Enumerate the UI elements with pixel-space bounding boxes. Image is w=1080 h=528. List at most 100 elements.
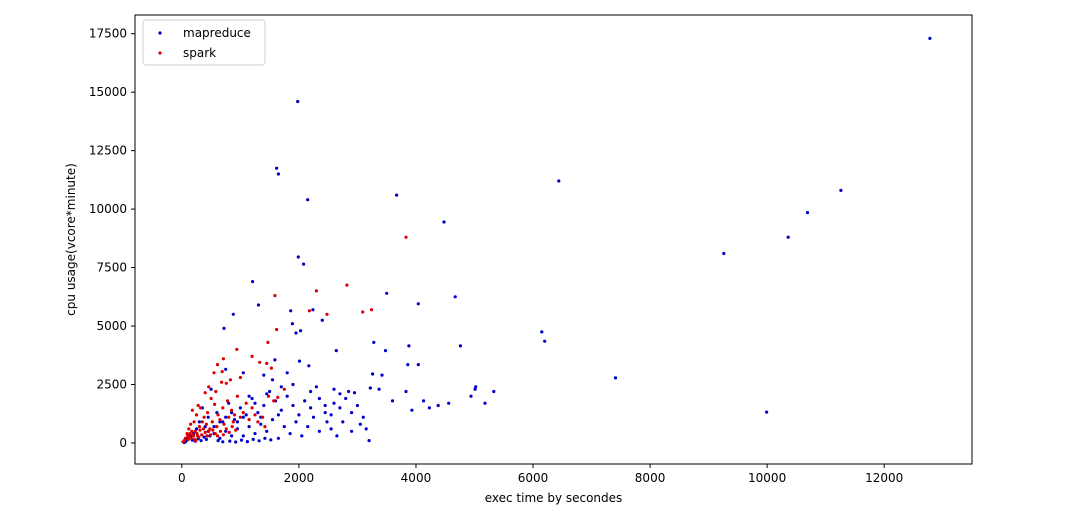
x-tick-label: 12000 xyxy=(865,471,903,485)
point-mapreduce-30 xyxy=(458,344,462,348)
point-mapreduce-119 xyxy=(230,434,234,438)
point-mapreduce-2 xyxy=(275,166,279,170)
point-mapreduce-20 xyxy=(231,312,235,316)
point-spark-45 xyxy=(190,408,194,412)
y-tick-label: 15000 xyxy=(89,85,127,99)
point-mapreduce-34 xyxy=(334,349,338,353)
point-mapreduce-101 xyxy=(335,434,339,438)
point-mapreduce-23 xyxy=(290,322,294,326)
point-mapreduce-22 xyxy=(320,318,324,322)
point-mapreduce-15 xyxy=(385,291,389,295)
point-spark-24 xyxy=(214,389,218,394)
point-mapreduce-0 xyxy=(928,36,932,41)
point-mapreduce-150 xyxy=(230,411,234,415)
point-spark-43 xyxy=(194,413,199,417)
point-spark-93 xyxy=(191,433,195,437)
point-mapreduce-1 xyxy=(296,99,300,104)
point-spark-88 xyxy=(230,425,234,429)
point-spark-14 xyxy=(215,363,220,367)
point-spark-30 xyxy=(250,406,254,410)
point-spark-64 xyxy=(241,411,245,415)
point-mapreduce-40 xyxy=(241,371,245,375)
point-mapreduce-115 xyxy=(253,432,257,436)
point-mapreduce-85 xyxy=(203,425,207,429)
point-mapreduce-11 xyxy=(722,251,726,256)
y-axis-label: cpu usage(vcore*minute) xyxy=(64,163,78,316)
point-spark-75 xyxy=(200,433,204,437)
point-mapreduce-58 xyxy=(410,408,414,412)
y-tick-label: 17500 xyxy=(89,27,127,41)
x-axis: 0 2000 4000 6000 8000 10000 12000 xyxy=(178,464,903,485)
point-spark-84 xyxy=(218,429,223,433)
point-mapreduce-18 xyxy=(256,303,261,307)
point-spark-29 xyxy=(266,394,271,398)
point-mapreduce-164 xyxy=(269,438,273,442)
point-mapreduce-97 xyxy=(364,427,368,431)
point-mapreduce-100 xyxy=(341,420,345,424)
point-mapreduce-65 xyxy=(314,385,318,389)
point-spark-33 xyxy=(230,408,234,412)
point-mapreduce-12 xyxy=(296,255,300,259)
point-spark-8 xyxy=(275,327,279,332)
point-spark-12 xyxy=(235,347,239,351)
point-mapreduce-108 xyxy=(294,420,298,424)
point-spark-80 xyxy=(208,433,213,437)
point-mapreduce-155 xyxy=(216,439,220,443)
point-spark-32 xyxy=(235,394,239,398)
point-mapreduce-29 xyxy=(372,340,376,344)
point-spark-16 xyxy=(220,370,224,374)
point-mapreduce-8 xyxy=(805,211,810,215)
point-spark-15 xyxy=(212,371,216,375)
point-spark-89 xyxy=(234,428,238,432)
point-spark-57 xyxy=(215,425,219,429)
point-spark-63 xyxy=(238,415,242,419)
point-mapreduce-71 xyxy=(279,408,283,412)
point-mapreduce-64 xyxy=(323,403,327,408)
point-mapreduce-50 xyxy=(371,372,375,376)
point-mapreduce-99 xyxy=(350,429,354,433)
point-mapreduce-45 xyxy=(492,389,496,394)
point-mapreduce-25 xyxy=(294,331,298,335)
point-spark-25 xyxy=(203,391,207,395)
point-spark-7 xyxy=(307,309,311,313)
x-axis-label: exec time by secondes xyxy=(485,491,623,505)
point-mapreduce-104 xyxy=(317,429,321,433)
point-mapreduce-113 xyxy=(265,429,269,433)
point-spark-68 xyxy=(261,415,265,419)
point-spark-54 xyxy=(204,422,208,426)
point-mapreduce-26 xyxy=(299,329,303,333)
point-mapreduce-38 xyxy=(416,363,420,367)
point-mapreduce-133 xyxy=(338,392,342,396)
point-mapreduce-67 xyxy=(303,399,307,403)
point-mapreduce-33 xyxy=(273,358,277,362)
point-mapreduce-75 xyxy=(256,411,260,415)
legend: mapreduce spark xyxy=(142,19,266,66)
point-mapreduce-157 xyxy=(228,439,232,443)
point-mapreduce-46 xyxy=(469,394,473,398)
point-mapreduce-131 xyxy=(285,371,289,375)
point-mapreduce-49 xyxy=(368,386,372,390)
point-mapreduce-135 xyxy=(355,403,359,408)
point-mapreduce-141 xyxy=(329,427,333,431)
point-mapreduce-137 xyxy=(270,378,275,382)
point-mapreduce-130 xyxy=(279,385,283,389)
point-mapreduce-4 xyxy=(306,198,310,202)
point-mapreduce-9 xyxy=(442,220,446,224)
point-mapreduce-139 xyxy=(317,396,321,401)
point-mapreduce-125 xyxy=(202,435,206,439)
point-spark-27 xyxy=(276,395,280,399)
point-spark-96 xyxy=(196,434,200,438)
point-mapreduce-52 xyxy=(422,399,426,403)
point-spark-38 xyxy=(209,396,213,401)
point-mapreduce-159 xyxy=(239,438,244,442)
point-spark-10 xyxy=(250,354,254,358)
point-spark-42 xyxy=(196,403,200,408)
point-mapreduce-63 xyxy=(332,401,336,405)
point-spark-9 xyxy=(266,340,270,344)
point-spark-13 xyxy=(221,357,225,361)
point-mapreduce-111 xyxy=(276,436,280,440)
x-tick-label: 2000 xyxy=(284,471,315,485)
point-spark-5 xyxy=(361,310,365,314)
point-mapreduce-41 xyxy=(262,373,266,377)
